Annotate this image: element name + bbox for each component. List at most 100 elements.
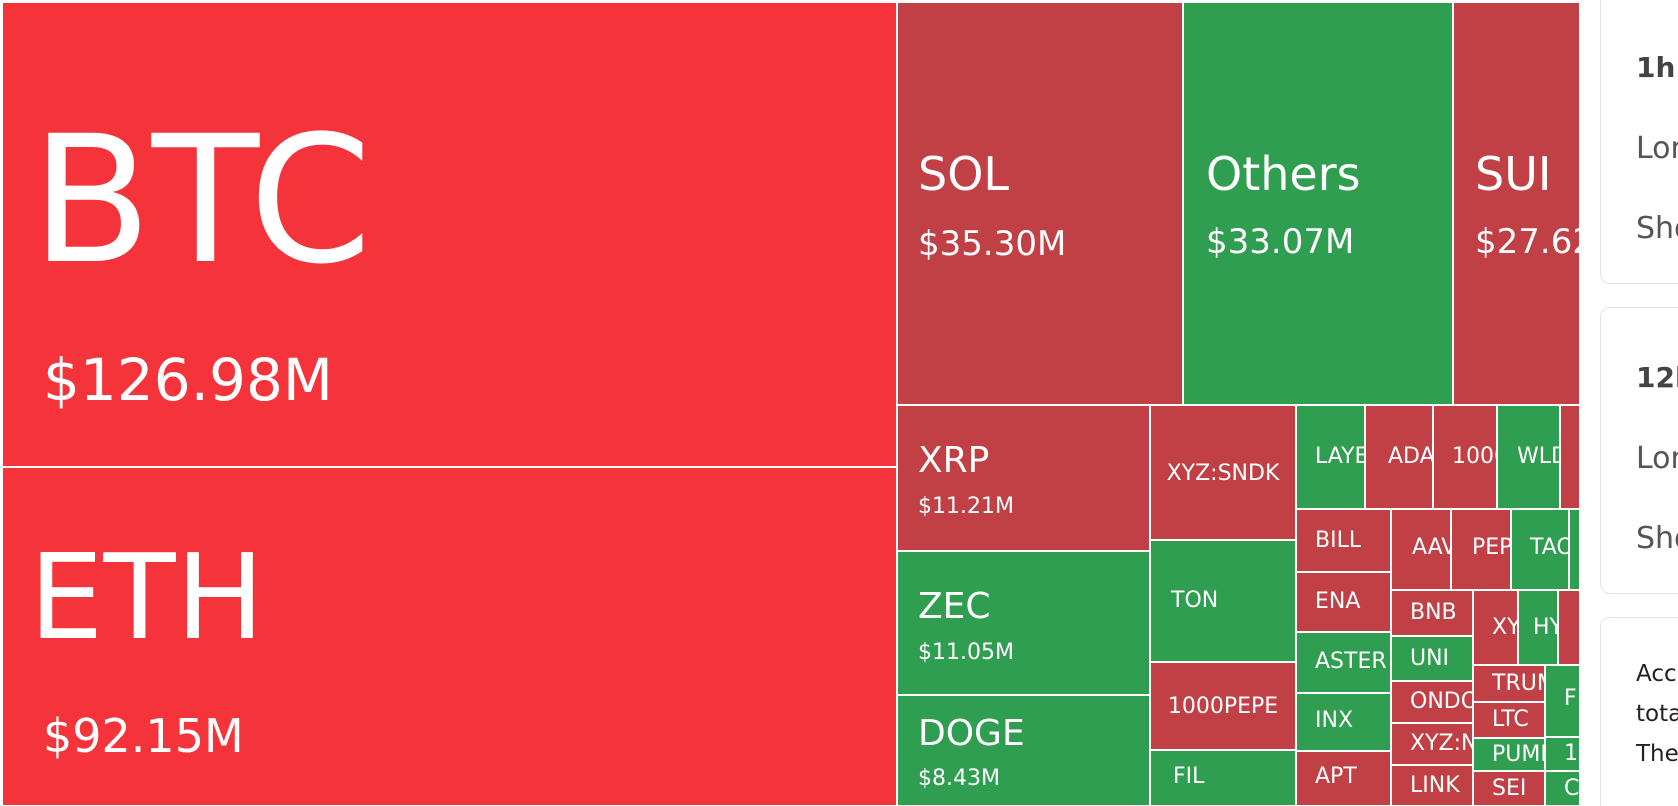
info-line-3: The <box>1636 741 1678 767</box>
short-row-label: Sho <box>1636 521 1678 556</box>
tile-value: $11.05M <box>918 640 1014 665</box>
tile-symbol: ZEC <box>918 586 991 627</box>
tile-doge[interactable]: DOGE $8.43M <box>897 695 1150 806</box>
tile-symbol: 1 <box>1564 741 1578 766</box>
tile-inx[interactable]: INX <box>1296 693 1391 751</box>
tile-symbol: LINK <box>1410 773 1460 798</box>
info-line-2: tota <box>1636 701 1678 727</box>
tile-symbol: BNB <box>1410 600 1457 625</box>
stats-card-1h: 1h Lon Sho <box>1600 0 1678 284</box>
tile-sui[interactable]: SUI $27.62M <box>1453 2 1580 405</box>
tile-c[interactable]: C <box>1545 771 1580 806</box>
tile-link[interactable]: LINK <box>1391 765 1473 806</box>
tile-symbol: BILL <box>1315 528 1362 553</box>
tile-value: $126.98M <box>43 346 333 414</box>
info-line-1: Acc <box>1636 661 1677 687</box>
tile-symbol: XRP <box>918 440 990 481</box>
card-title: 12h <box>1636 361 1678 394</box>
tile-symbol: APT <box>1315 764 1357 789</box>
tile-xrp[interactable]: XRP $11.21M <box>897 405 1150 551</box>
tile-xyz-n[interactable]: XYZ:N <box>1391 723 1473 765</box>
tile-symbol: LTC <box>1492 707 1529 732</box>
tile-symbol: INX <box>1315 708 1354 733</box>
short-row-label: Sho <box>1636 211 1678 246</box>
tile-ltc[interactable]: LTC <box>1473 702 1545 738</box>
tile-edge-3[interactable] <box>1558 590 1580 665</box>
tile-value: $27.62M <box>1475 222 1579 262</box>
tile-symbol: ETH <box>29 528 265 666</box>
tile-value: $92.15M <box>43 709 244 763</box>
tile-symbol: SOL <box>918 147 1010 201</box>
tile-apt[interactable]: APT <box>1296 751 1391 806</box>
long-row-label: Lon <box>1636 441 1678 476</box>
tile-eth[interactable]: ETH $92.15M <box>2 467 897 806</box>
tile-aave[interactable]: AAVE <box>1391 509 1451 590</box>
tile-symbol: 1000 <box>1452 444 1496 469</box>
tile-xyz-sndk[interactable]: XYZ:SNDK <box>1150 405 1296 540</box>
tile-symbol: SUI <box>1475 147 1552 201</box>
tile-symbol: XYZ:SNDK <box>1166 461 1280 486</box>
tile-xy[interactable]: XY <box>1473 590 1518 665</box>
tile-ada[interactable]: ADA <box>1365 405 1433 509</box>
tile-symbol: Others <box>1206 147 1361 201</box>
tile-ondo[interactable]: ONDO <box>1391 681 1473 723</box>
tile-symbol: PEPE <box>1472 535 1510 560</box>
tile-1000x[interactable]: 1000 <box>1433 405 1497 509</box>
tile-value: $35.30M <box>918 224 1067 264</box>
tile-symbol: HY <box>1533 615 1557 640</box>
tile-hy[interactable]: HY <box>1518 590 1558 665</box>
tile-symbol: 1000PEPE <box>1167 694 1279 719</box>
tile-zec[interactable]: ZEC $11.05M <box>897 551 1150 695</box>
liquidation-treemap: BTC $126.98M ETH $92.15M SOL $35.30M Oth… <box>0 0 1580 806</box>
tile-sei[interactable]: SEI <box>1473 771 1545 806</box>
tile-symbol: C <box>1564 776 1580 801</box>
tile-symbol: UNI <box>1410 646 1450 671</box>
tile-pump[interactable]: PUMP <box>1473 738 1545 771</box>
tile-symbol: FIL <box>1173 764 1205 789</box>
tile-uni[interactable]: UNI <box>1391 636 1473 681</box>
tile-symbol: F <box>1564 686 1577 711</box>
tile-symbol: DOGE <box>918 713 1025 754</box>
tile-ton[interactable]: TON <box>1150 540 1296 662</box>
tile-symbol: WLD <box>1517 444 1559 469</box>
tile-f[interactable]: F <box>1545 665 1580 737</box>
long-row-label: Lon <box>1636 131 1678 166</box>
tile-pepe[interactable]: PEPE <box>1451 509 1511 590</box>
tile-symbol: TAO <box>1530 535 1568 560</box>
tile-symbol: ENA <box>1315 589 1361 614</box>
tile-one[interactable]: 1 <box>1545 737 1580 771</box>
tile-symbol: PUMP <box>1492 742 1544 767</box>
tile-tao[interactable]: TAO <box>1511 509 1569 590</box>
tile-symbol: LAYER <box>1315 444 1364 469</box>
tile-aster[interactable]: ASTER <box>1296 632 1391 693</box>
tile-edge-2[interactable] <box>1569 509 1580 590</box>
tile-wld[interactable]: WLD <box>1497 405 1560 509</box>
tile-1000pepe[interactable]: 1000PEPE <box>1150 662 1296 750</box>
info-card: Acc tota The <box>1600 617 1678 806</box>
tile-symbol: XY <box>1492 615 1518 640</box>
tile-value: $11.21M <box>918 494 1014 519</box>
tile-layer[interactable]: LAYER <box>1296 405 1365 509</box>
tile-ena[interactable]: ENA <box>1296 572 1391 632</box>
tile-symbol: BTC <box>31 98 372 303</box>
card-title: 1h <box>1636 51 1676 84</box>
tile-sol[interactable]: SOL $35.30M <box>897 2 1183 405</box>
tile-symbol: ADA <box>1388 444 1433 469</box>
tile-symbol: AAVE <box>1412 535 1450 560</box>
tile-value: $33.07M <box>1206 222 1355 262</box>
tile-symbol: TON <box>1171 588 1219 613</box>
stats-card-12h: 12h Lon Sho <box>1600 307 1678 594</box>
side-panel: 1h Lon Sho 12h Lon Sho Acc tota The <box>1600 0 1678 806</box>
tile-fil[interactable]: FIL <box>1150 750 1296 806</box>
tile-trump[interactable]: TRUMP <box>1473 665 1545 702</box>
tile-bnb[interactable]: BNB <box>1391 590 1473 636</box>
tile-symbol: TRUMP <box>1492 671 1544 696</box>
tile-symbol: XYZ:N <box>1410 731 1473 756</box>
tile-btc[interactable]: BTC $126.98M <box>2 2 897 467</box>
tile-value: $8.43M <box>918 766 1000 791</box>
tile-bill[interactable]: BILL <box>1296 509 1391 572</box>
tile-edge-1[interactable] <box>1560 405 1580 509</box>
tile-others[interactable]: Others $33.07M <box>1183 2 1453 405</box>
tile-symbol: SEI <box>1492 776 1527 801</box>
tile-symbol: ONDO <box>1410 689 1473 714</box>
